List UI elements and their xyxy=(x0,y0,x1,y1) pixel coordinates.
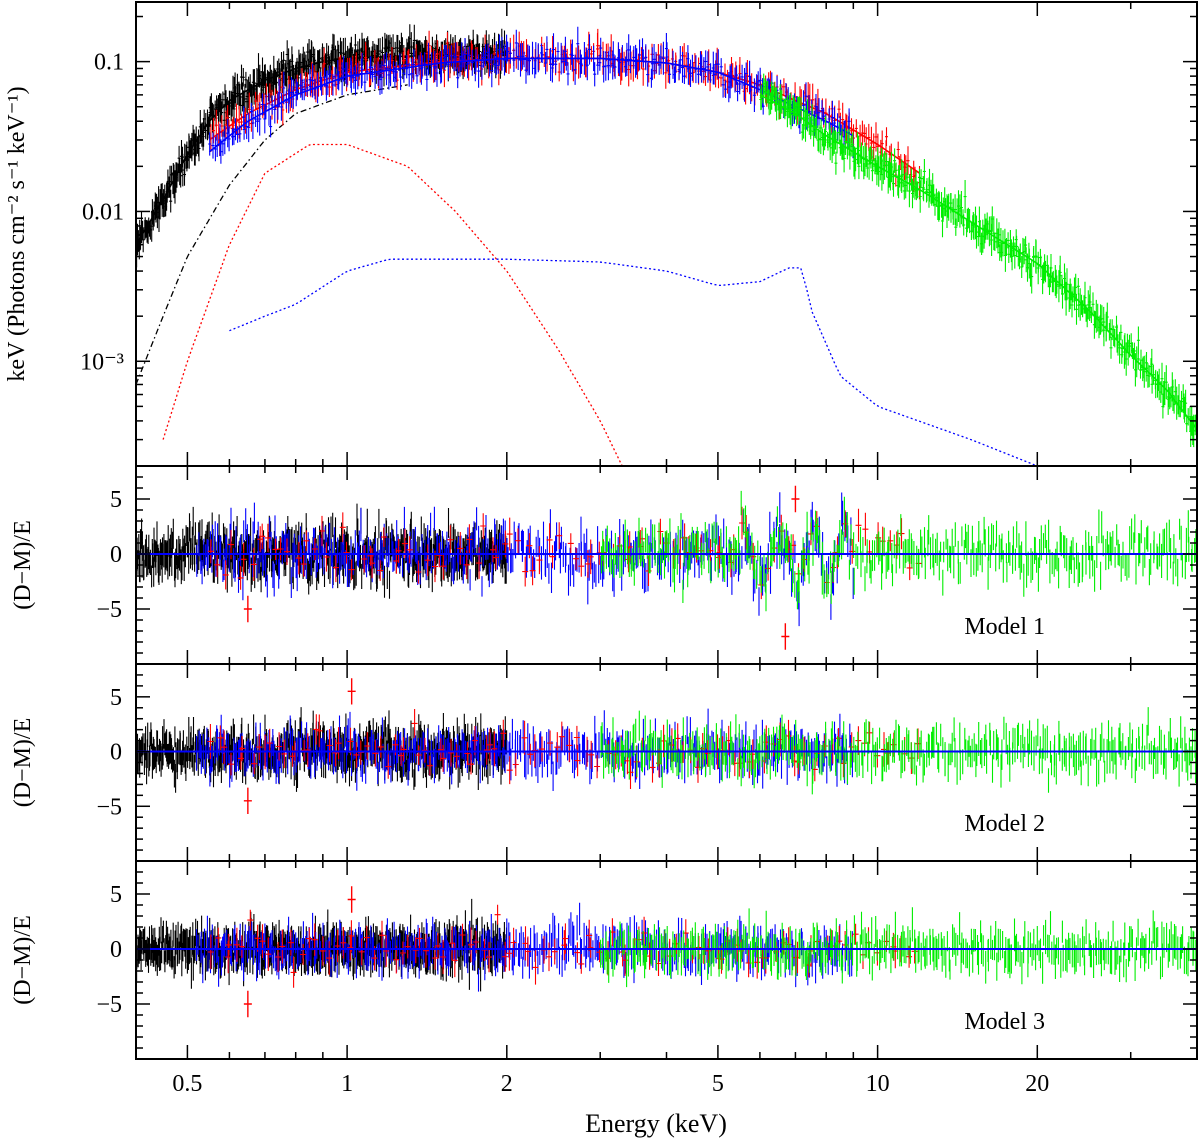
x-tick-label: 0.5 xyxy=(172,1071,202,1097)
residual-outlier-0 xyxy=(347,678,356,705)
residual-panel-1 xyxy=(136,485,1197,650)
model-component-1 xyxy=(136,84,408,385)
y-tick-label: 0.01 xyxy=(82,199,124,225)
residual-outlier-1 xyxy=(791,485,800,513)
series-green-data xyxy=(759,73,1197,448)
model-annotation: Model 2 xyxy=(964,811,1045,837)
y-tick-label: 5 xyxy=(110,487,122,513)
model-annotation: Model 1 xyxy=(964,614,1045,640)
y-tick-label: 10⁻³ xyxy=(80,349,124,375)
residual-outlier-1 xyxy=(243,787,252,814)
y-tick-label: 5 xyxy=(110,685,122,711)
residual-outlier-1 xyxy=(243,990,252,1018)
residual-y-axis-label: (D−M)/E xyxy=(10,520,36,610)
y-tick-label: 0 xyxy=(110,740,122,766)
model-component-2 xyxy=(229,258,1038,466)
residual-errorbars-2 xyxy=(207,904,918,988)
y-tick-label: 0 xyxy=(110,937,122,963)
x-tick-label: 1 xyxy=(341,1071,353,1097)
residual-outlier-2 xyxy=(243,595,252,623)
model-annotation: Model 3 xyxy=(964,1009,1045,1035)
model-component-0 xyxy=(162,143,623,466)
y-tick-label: −5 xyxy=(96,794,122,820)
x-tick-label: 10 xyxy=(866,1071,890,1097)
residual-panel-3 xyxy=(136,886,1197,1018)
y-tick-label: −5 xyxy=(96,597,122,623)
model-line xyxy=(759,94,1197,431)
residual-y-axis-label: (D−M)/E xyxy=(10,718,36,808)
y-axis-label: keV (Photons cm⁻² s⁻¹ keV⁻¹) xyxy=(4,86,30,381)
data-layer xyxy=(136,24,1197,1018)
y-tick-label: 5 xyxy=(110,882,122,908)
y-tick-label: 0 xyxy=(110,542,122,568)
spectrum-panel xyxy=(136,24,1197,466)
y-tick-label: 0.1 xyxy=(94,50,124,76)
y-tick-label: −5 xyxy=(96,992,122,1018)
residual-outlier-0 xyxy=(347,886,356,913)
residual-outlier-0 xyxy=(781,623,790,650)
residual-panel-2 xyxy=(136,678,1197,814)
x-tick-label: 20 xyxy=(1025,1071,1049,1097)
x-axis-label: Energy (keV) xyxy=(585,1109,727,1138)
x-tick-label: 5 xyxy=(712,1071,724,1097)
model-line xyxy=(208,57,854,153)
residual-errorbars-3 xyxy=(600,907,1197,988)
axes-layer: 0.1 0.01 10⁻³ keV (Photons cm⁻² s⁻¹ keV⁻¹) 5… xyxy=(4,1,1198,1138)
residual-y-axis-label: (D−M)/E xyxy=(10,915,36,1005)
x-tick-label: 2 xyxy=(501,1071,513,1097)
